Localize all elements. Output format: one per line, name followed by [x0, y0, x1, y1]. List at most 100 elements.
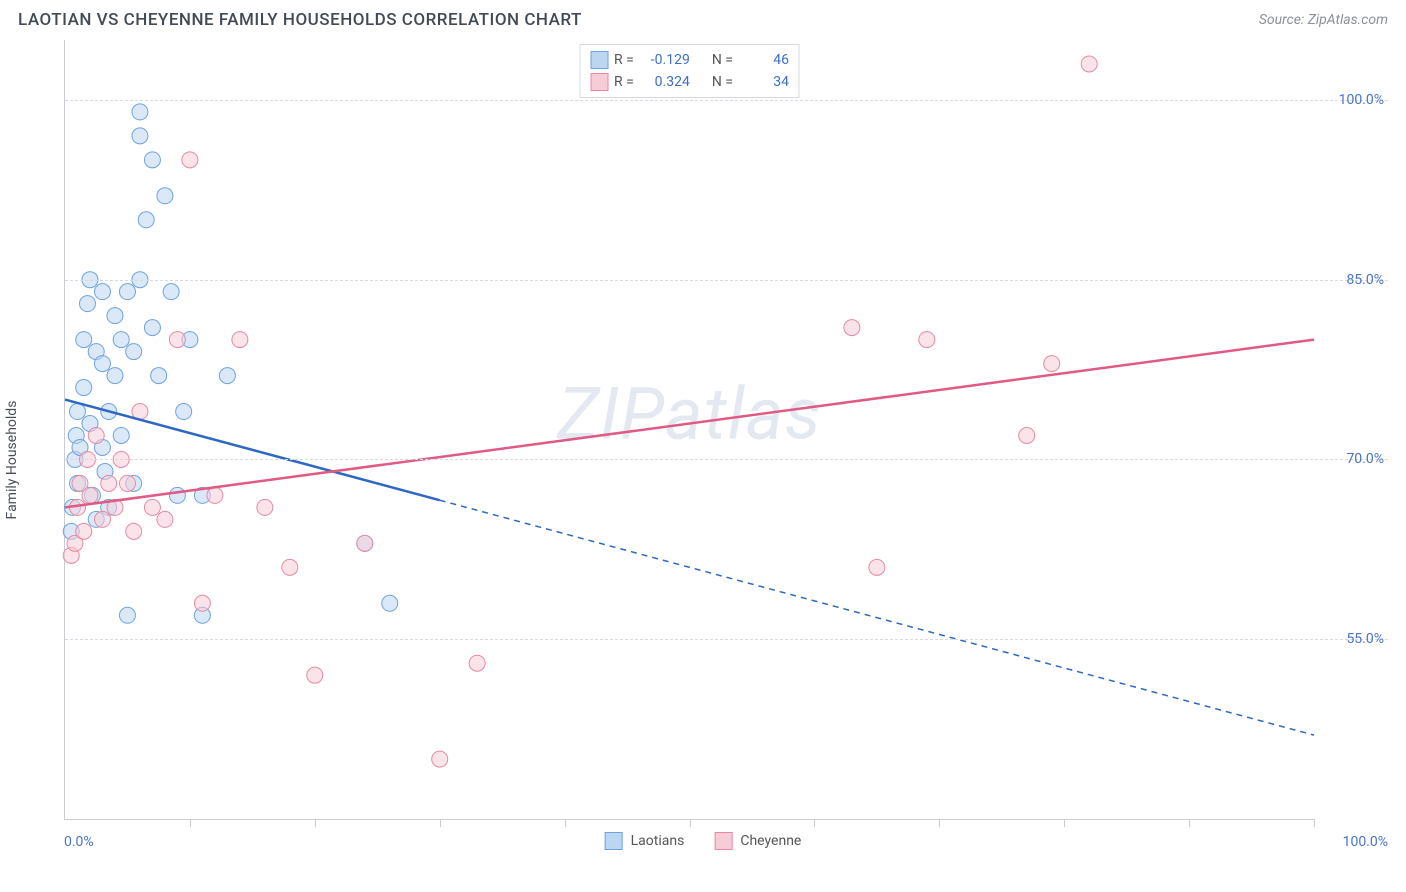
y-tick-label: 85.0% [1346, 272, 1384, 288]
x-tick [939, 819, 940, 827]
x-tick [690, 819, 691, 827]
scatter-point [94, 284, 110, 300]
legend-series-item: Cheyenne [714, 832, 801, 850]
scatter-point [157, 511, 173, 527]
plot-svg [65, 40, 1314, 819]
scatter-point [307, 667, 323, 683]
scatter-point [132, 104, 148, 120]
x-axis-min-label: 0.0% [64, 834, 94, 850]
scatter-point [126, 523, 142, 539]
scatter-point [182, 152, 198, 168]
x-axis-max-label: 100.0% [1343, 834, 1388, 850]
scatter-point [79, 296, 95, 312]
scatter-point [1019, 427, 1035, 443]
scatter-point [76, 332, 92, 348]
scatter-point [194, 595, 210, 611]
legend-correlation-box: R = -0.129 N = 46 R = 0.324 N = 34 [579, 44, 800, 98]
scatter-point [919, 332, 935, 348]
x-tick [814, 819, 815, 827]
chart-title: LAOTIAN VS CHEYENNE FAMILY HOUSEHOLDS CO… [18, 10, 582, 30]
scatter-point [157, 188, 173, 204]
scatter-point [119, 284, 135, 300]
scatter-point [94, 356, 110, 372]
scatter-point [282, 559, 298, 575]
scatter-point [119, 475, 135, 491]
y-axis-label: Family Households [4, 401, 20, 520]
scatter-point [469, 655, 485, 671]
chart-source: Source: ZipAtlas.com [1259, 12, 1388, 28]
scatter-point [76, 523, 92, 539]
legend-r-label: R = [614, 52, 634, 68]
plot-area: ZIPatlas R =-0.129N =46R =0.324N =34 55.… [64, 40, 1314, 820]
scatter-point [119, 607, 135, 623]
scatter-point [1044, 356, 1060, 372]
legend-n-label: N = [712, 52, 733, 68]
y-tick-label: 55.0% [1346, 631, 1384, 647]
trend-line [65, 340, 1314, 508]
legend-r-value: 0.324 [640, 74, 690, 90]
scatter-point [169, 332, 185, 348]
legend-swatch [605, 832, 623, 850]
scatter-point [151, 368, 167, 384]
scatter-point [138, 212, 154, 228]
x-tick [565, 819, 566, 827]
scatter-point [107, 368, 123, 384]
legend-n-value: 46 [739, 52, 789, 68]
scatter-point [432, 751, 448, 767]
x-tick [190, 819, 191, 827]
y-tick-label: 70.0% [1346, 451, 1384, 467]
scatter-point [144, 320, 160, 336]
scatter-point [88, 427, 104, 443]
legend-n-value: 34 [739, 74, 789, 90]
scatter-point [232, 332, 248, 348]
scatter-point [113, 427, 129, 443]
legend-series-item: Laotians [605, 832, 685, 850]
legend-correlation-row: R = -0.129 N = 46 [590, 49, 789, 71]
scatter-point [176, 404, 192, 420]
legend-series-label: Laotians [631, 833, 685, 849]
x-tick [1189, 819, 1190, 827]
scatter-point [163, 284, 179, 300]
scatter-point [69, 404, 85, 420]
scatter-point [1081, 56, 1097, 72]
legend-correlation-row: R = 0.324 N = 34 [590, 71, 789, 93]
trend-line-extrapolated [440, 500, 1314, 735]
scatter-point [869, 559, 885, 575]
legend-r-value: -0.129 [640, 52, 690, 68]
legend-swatch [714, 832, 732, 850]
legend-r-label: R = [614, 74, 634, 90]
scatter-point [257, 499, 273, 515]
legend-swatch [590, 73, 608, 91]
scatter-point [357, 535, 373, 551]
x-tick [1314, 819, 1315, 827]
scatter-point [382, 595, 398, 611]
scatter-point [844, 320, 860, 336]
scatter-point [132, 128, 148, 144]
x-tick [315, 819, 316, 827]
scatter-point [113, 332, 129, 348]
scatter-point [144, 152, 160, 168]
scatter-point [94, 511, 110, 527]
gridline [65, 639, 1388, 640]
scatter-point [101, 475, 117, 491]
scatter-point [207, 487, 223, 503]
gridline [65, 280, 1388, 281]
legend-series-label: Cheyenne [740, 833, 801, 849]
scatter-point [82, 487, 98, 503]
scatter-point [126, 344, 142, 360]
legend-series: Laotians Cheyenne [605, 832, 802, 850]
chart-header: LAOTIAN VS CHEYENNE FAMILY HOUSEHOLDS CO… [0, 0, 1406, 36]
scatter-point [144, 499, 160, 515]
x-tick [1064, 819, 1065, 827]
chart-container: Family Households ZIPatlas R =-0.129N =4… [18, 40, 1388, 880]
x-tick [440, 819, 441, 827]
scatter-point [107, 308, 123, 324]
legend-swatch [590, 51, 608, 69]
y-tick-label: 100.0% [1339, 92, 1384, 108]
scatter-point [76, 380, 92, 396]
legend-n-label: N = [712, 74, 733, 90]
gridline [65, 459, 1388, 460]
scatter-point [169, 487, 185, 503]
gridline [65, 100, 1388, 101]
scatter-point [219, 368, 235, 384]
